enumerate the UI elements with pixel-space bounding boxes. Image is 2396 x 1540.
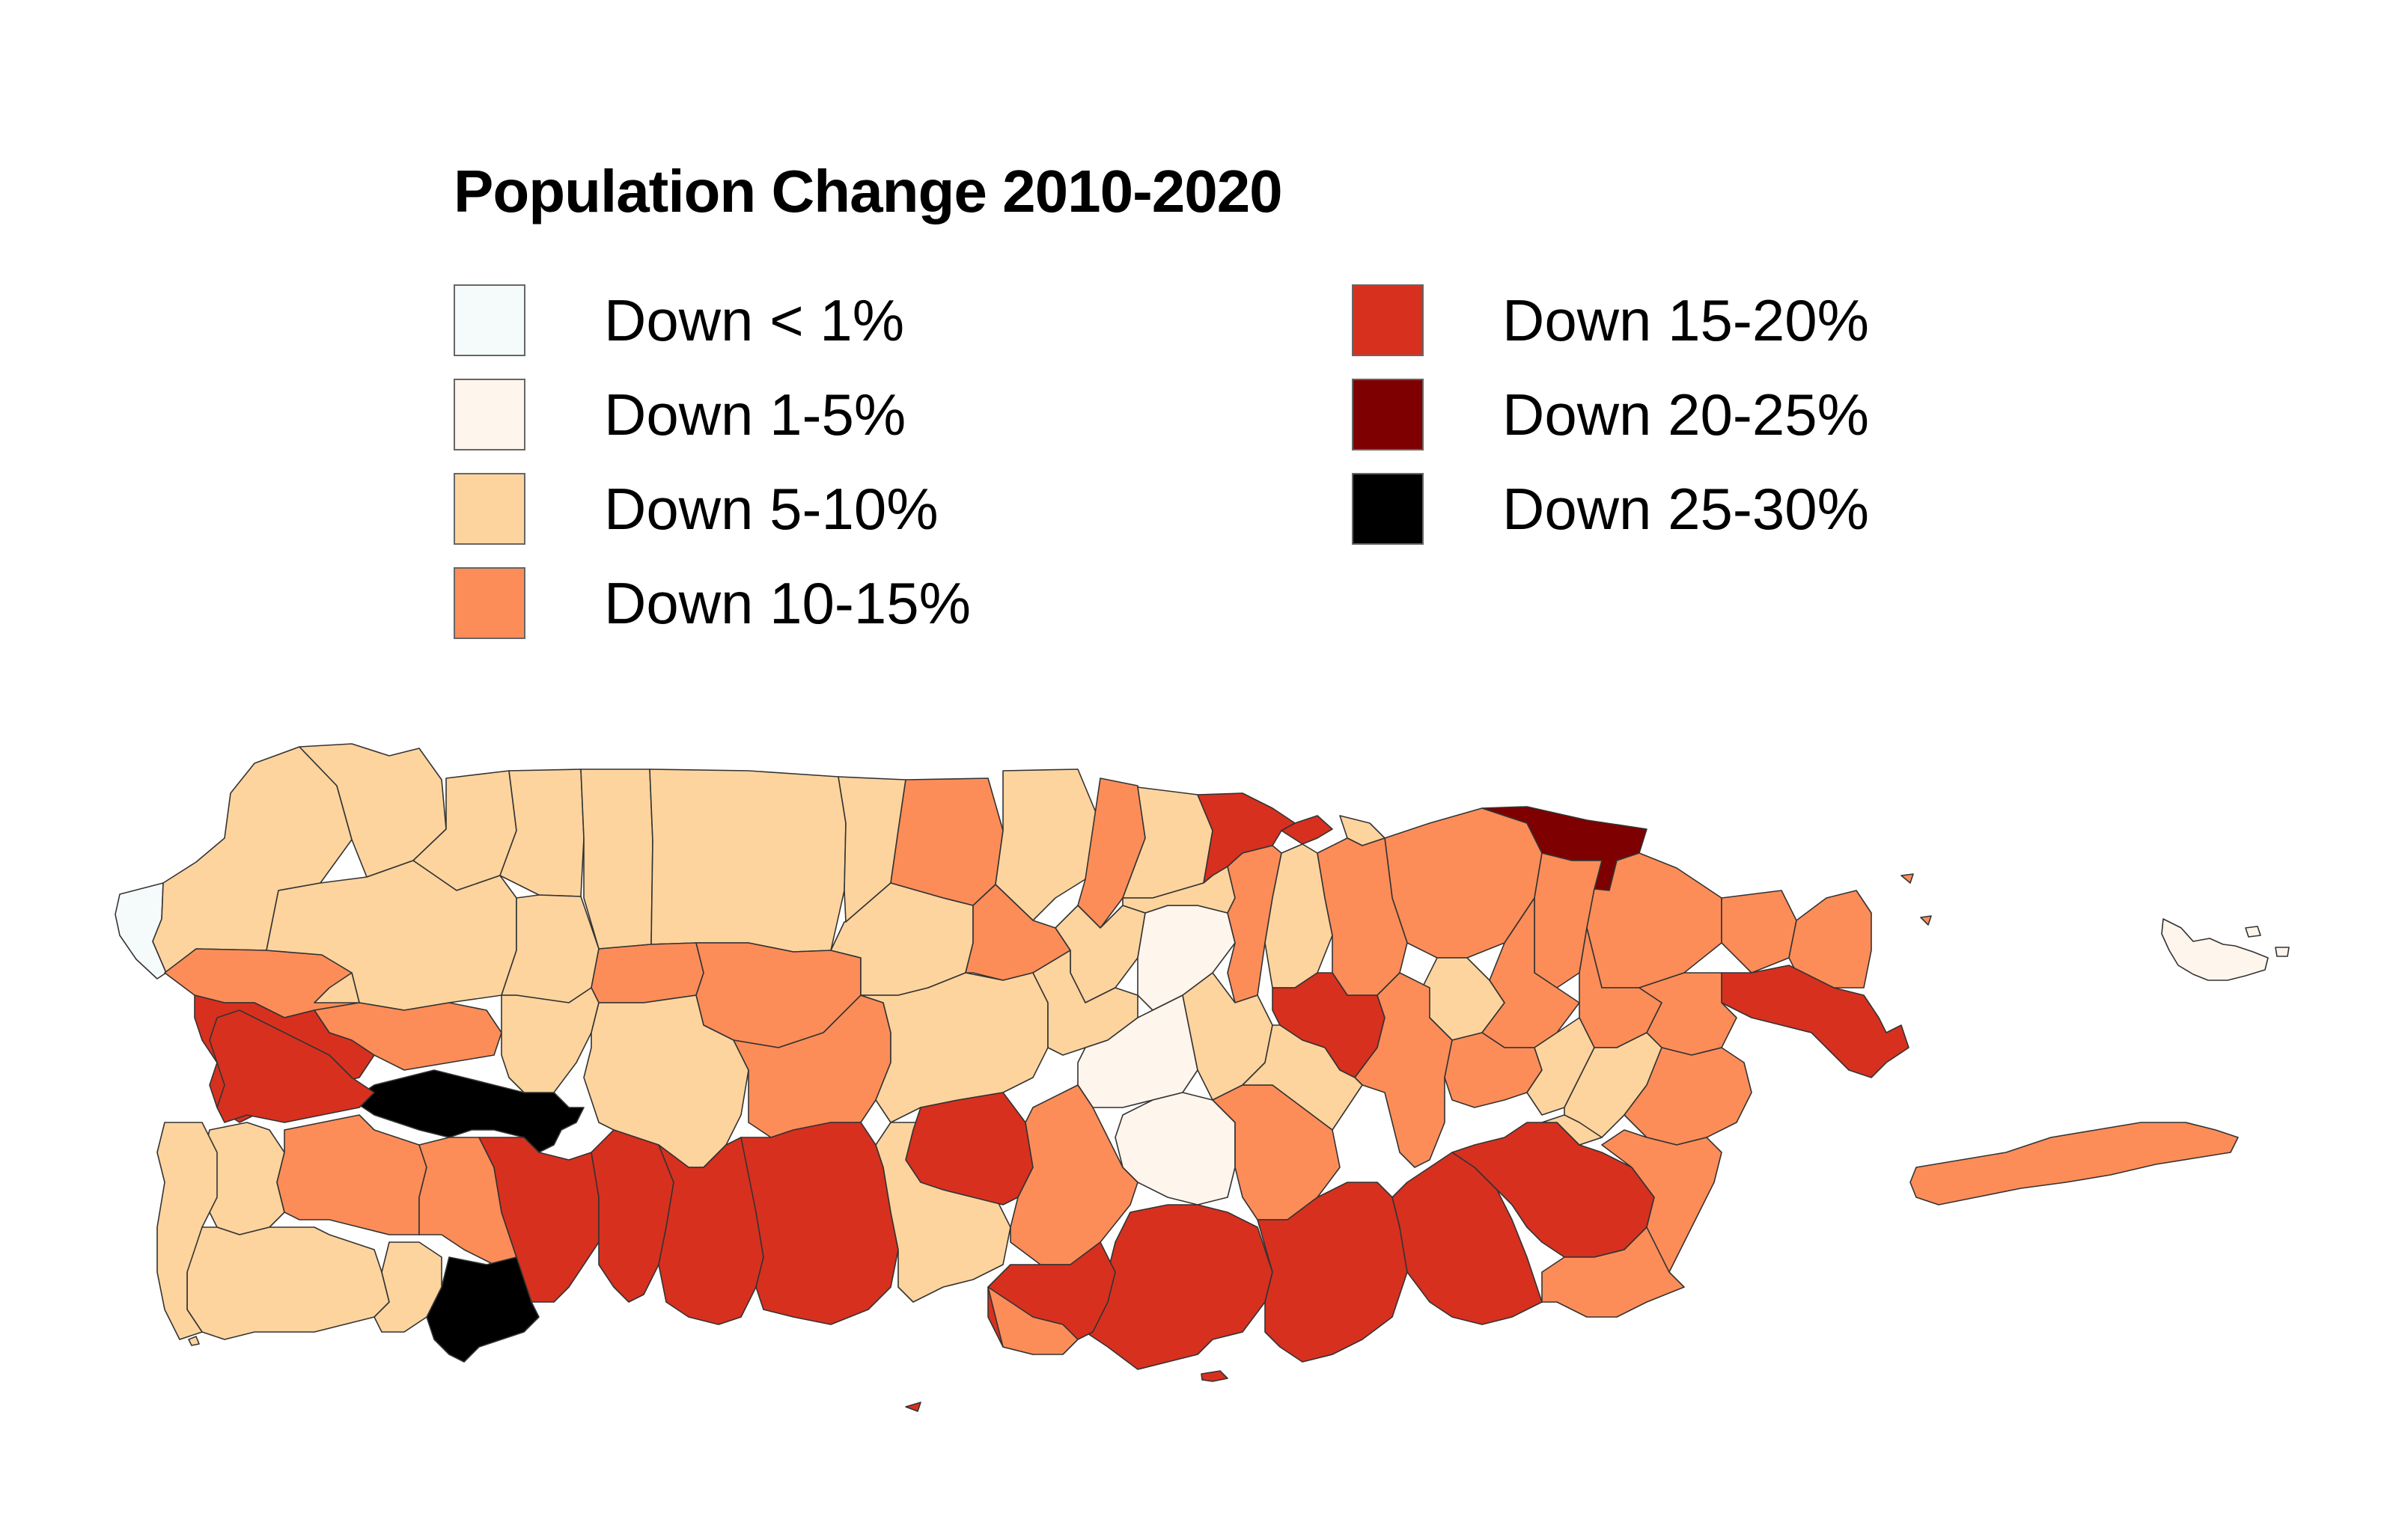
municipio-region [649, 769, 847, 953]
legend-item: Down 20-25% [1352, 376, 1869, 453]
municipio-region [995, 769, 1101, 921]
legend-swatch [454, 284, 525, 356]
municipio-region [740, 1122, 899, 1325]
municipio-region [1721, 965, 1909, 1078]
municipio-region [1909, 1122, 2239, 1206]
municipio-region [905, 1402, 921, 1412]
municipio-region [1201, 1370, 1228, 1382]
municipio-region [1900, 873, 1914, 884]
legend-item: Down 1-5% [454, 376, 906, 453]
legend-swatch [454, 567, 525, 639]
municipio-region [987, 1286, 1079, 1355]
municipio-region [1601, 1129, 1722, 1273]
municipio-region [860, 972, 1049, 1123]
municipio-region [374, 1241, 442, 1333]
municipio-region [314, 972, 360, 1003]
municipio-region [186, 1226, 390, 1340]
municipio-region [1541, 1114, 1603, 1146]
legend-swatch [454, 473, 525, 545]
municipio-region [905, 1092, 1034, 1206]
legend-item: Down 5-10% [454, 470, 939, 548]
municipio-region [501, 894, 600, 1003]
municipio-region [2275, 947, 2290, 957]
municipio-region [478, 1137, 600, 1303]
municipio-region [209, 1009, 375, 1123]
municipio-region [1085, 1204, 1273, 1370]
municipio-region [1354, 972, 1453, 1168]
legend-label: Down 20-25% [1502, 381, 1869, 447]
municipio-region [501, 987, 600, 1093]
municipio-region [1541, 1226, 1685, 1318]
municipio-region [1586, 852, 1722, 989]
legend-swatch [1352, 473, 1424, 545]
municipio-region [188, 1336, 200, 1346]
municipio-region [351, 1069, 585, 1153]
municipio-region [1920, 915, 1932, 926]
legend-swatch [1352, 379, 1424, 450]
municipio-region [314, 1002, 502, 1071]
municipio-region [1242, 1024, 1363, 1131]
municipio-region [1721, 890, 1797, 974]
legend-item: Down < 1% [454, 281, 904, 359]
legend-item: Down 15-20% [1352, 281, 1869, 359]
municipio-region [152, 746, 353, 974]
legend-label: Down 15-20% [1502, 287, 1869, 353]
municipio-region [1257, 1182, 1408, 1363]
legend-item: Down 10-15% [454, 564, 971, 642]
municipio-region [591, 1129, 674, 1303]
map-title: Population Change 2010-2020 [454, 158, 1283, 224]
municipio-region [1788, 890, 1872, 989]
legend-swatch [454, 379, 525, 450]
municipio-region [580, 769, 653, 950]
municipio-region [2245, 926, 2261, 938]
municipio-region [1115, 1092, 1236, 1206]
municipio-region [156, 1122, 218, 1340]
legend-label: Down < 1% [604, 287, 905, 353]
municipio-region [890, 777, 1004, 906]
municipio-region [1624, 1047, 1752, 1146]
municipio-region [2161, 918, 2269, 981]
municipio-region [1564, 1032, 1662, 1146]
legend-label: Down 10-15% [604, 569, 971, 636]
municipio-region [591, 942, 704, 1003]
legend-item: Down 25-30% [1352, 470, 1869, 548]
municipio-region [1391, 1152, 1543, 1325]
municipio-region [426, 1256, 540, 1363]
legend-label: Down 25-30% [1502, 475, 1869, 542]
legend-swatch [1352, 284, 1424, 356]
legend-label: Down 1-5% [604, 381, 906, 447]
municipio-region [276, 1114, 427, 1235]
legend-label: Down 5-10% [604, 475, 939, 542]
